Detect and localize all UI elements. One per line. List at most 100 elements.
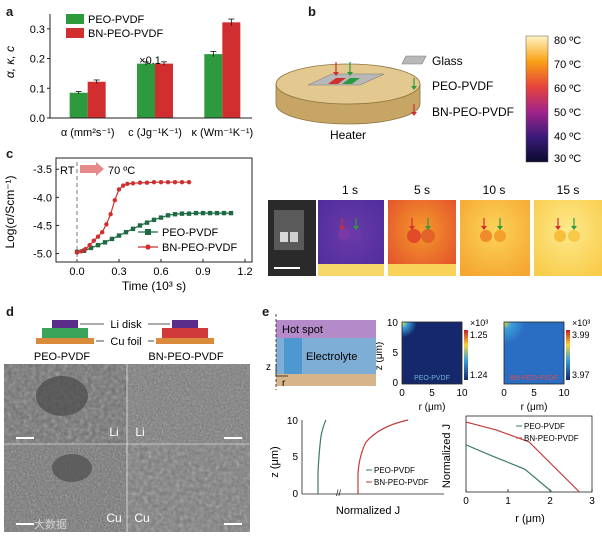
c-point-0-2 — [88, 245, 94, 251]
pr-legend-peo: PEO-PVDF — [524, 422, 565, 431]
c-temp-label: 70 ºC — [108, 165, 135, 177]
a-ytick-3: 0.3 — [30, 24, 45, 36]
cb-70: 70 ºC — [554, 59, 581, 71]
pz-ytick-10: 10 — [287, 416, 299, 427]
a-xcat-2: κ (Wm⁻¹K⁻¹) — [191, 127, 253, 139]
c-xtick-1: 0.3 — [111, 266, 126, 278]
a-xcat-1: c (Jg⁻¹K⁻¹) — [128, 127, 182, 139]
pr-legend-bn: BN-PEO-PVDF — [524, 434, 579, 443]
c-legend-square-icon — [145, 229, 151, 235]
legend-bn-arrow-icon — [411, 112, 417, 116]
c-legend-circle-icon — [145, 244, 151, 250]
cb-30: 30 ºC — [554, 153, 581, 165]
pr-ylabel: Normalized J — [441, 424, 453, 488]
c-point-1-14 — [137, 180, 143, 185]
a-bar-0-2 — [204, 54, 223, 118]
electrolyte-left — [42, 328, 88, 338]
c-point-0-4 — [102, 240, 108, 245]
map2-colorbar — [566, 330, 570, 380]
d-peo-label: PEO-PVDF — [34, 351, 91, 363]
heater-label: Heater — [330, 128, 366, 142]
c-ytick-1: -4.0 — [33, 192, 52, 204]
c-point-0-10 — [144, 220, 150, 225]
axis-z-label: z — [266, 362, 271, 373]
map2-xlabel: r (μm) — [521, 402, 548, 413]
a-ytick-0: 0.0 — [30, 113, 45, 125]
c-point-1-13 — [130, 181, 136, 186]
panel-a-label: a — [6, 4, 14, 19]
c-ytick-0: -3.5 — [33, 164, 52, 176]
c-point-1-19 — [172, 179, 178, 185]
c-point-0-8 — [130, 226, 136, 232]
legend-glass: Glass — [432, 54, 463, 68]
map1-colorbar — [464, 330, 468, 380]
cb-50: 50 ºC — [554, 107, 581, 119]
panel-c-label: c — [6, 146, 14, 161]
pr-xtick-0: 0 — [463, 496, 469, 507]
c-point-0-13 — [165, 213, 171, 218]
map1-cb-exp: ×10³ — [470, 318, 488, 328]
electrolyte-schematic: Hot spot Electrolyte z r — [266, 314, 376, 390]
a-ytick-1: 0.1 — [30, 83, 45, 95]
map2-cb-exp: ×10³ — [572, 318, 590, 328]
pr-xtick-2: 2 — [547, 496, 553, 507]
c-xlabel: Time (10³ s) — [122, 279, 186, 293]
c-point-1-18 — [165, 179, 171, 185]
c-point-0-6 — [116, 233, 122, 238]
c-point-0-16 — [186, 211, 192, 216]
map1-xtick-10: 10 — [456, 388, 468, 399]
map2-cb-lo: 3.97 — [572, 370, 590, 380]
pr-xlabel: r (μm) — [515, 513, 545, 525]
pz-line-peo — [317, 419, 327, 494]
c-point-0-3 — [95, 242, 101, 248]
c-point-1-6 — [100, 230, 105, 235]
sem-cu-left: Cu — [106, 511, 121, 525]
c-point-1-10 — [116, 187, 122, 192]
j-vs-r-plot: Normalized J 0 1 2 3 PEO-PVDF BN-PEO-PVDF r… — [441, 415, 595, 525]
sem-li-right: Li — [135, 425, 144, 439]
c-ylabel: Log(σ/Scm⁻¹) — [3, 175, 17, 248]
c-point-0-12 — [158, 215, 164, 220]
c-point-1-4 — [91, 238, 97, 243]
c-ytick-3: -5.0 — [33, 249, 52, 261]
a-bar-1-1 — [155, 63, 173, 118]
peo-sample — [342, 78, 360, 84]
c-xtick-4: 1.2 — [237, 266, 252, 278]
c-point-1-21 — [186, 179, 192, 185]
c-point-0-17 — [193, 210, 199, 216]
map1-ytick-5: 5 — [392, 348, 398, 359]
a-legend-peo: PEO-PVDF — [88, 14, 145, 26]
time-15s: 15 s — [557, 183, 580, 197]
bn-sample — [328, 78, 346, 84]
c-heating-arrow-icon — [80, 162, 104, 176]
legend-bn: BN-PEO-PVDF — [432, 105, 514, 119]
map1-ytick-0: 0 — [392, 378, 398, 389]
pz-legend-bn: BN-PEO-PVDF — [374, 478, 429, 487]
panel-e-label: e — [262, 304, 270, 319]
pz-legend-peo: PEO-PVDF — [374, 466, 415, 475]
a-bar-0-1 — [137, 63, 155, 118]
c-ytick-2: -4.5 — [33, 220, 52, 232]
thermal-image-sequence: 1 s 5 s 10 s 15 s — [268, 183, 602, 276]
c-point-1-2 — [83, 246, 88, 252]
c-point-0-22 — [228, 210, 234, 216]
pz-axis-break: // — [336, 488, 342, 498]
a-ylabel: α, κ, c — [3, 46, 17, 78]
bn-arrow-icon — [333, 72, 339, 76]
cb-80: 80 ºC — [554, 35, 581, 47]
a-xcat-0: α (mm²s⁻¹) — [61, 127, 115, 139]
cb-60: 60 ºC — [554, 83, 581, 95]
electrolyte-right — [162, 328, 208, 338]
time-10s: 10 s — [483, 183, 506, 197]
c-point-0-11 — [151, 217, 157, 223]
map1-ytick-10: 10 — [387, 318, 399, 329]
electrolyte-label: Electrolyte — [306, 351, 357, 363]
li-disk-right — [172, 320, 198, 328]
d-li-disk-label: Li disk — [110, 319, 142, 331]
legend-peo-arrow-icon — [411, 86, 417, 90]
a-annotation: ×0.1 — [139, 55, 161, 67]
c-point-1-20 — [179, 179, 185, 185]
time-1s: 1 s — [342, 183, 358, 197]
c-point-0-14 — [172, 212, 178, 217]
cu-region — [276, 374, 376, 386]
